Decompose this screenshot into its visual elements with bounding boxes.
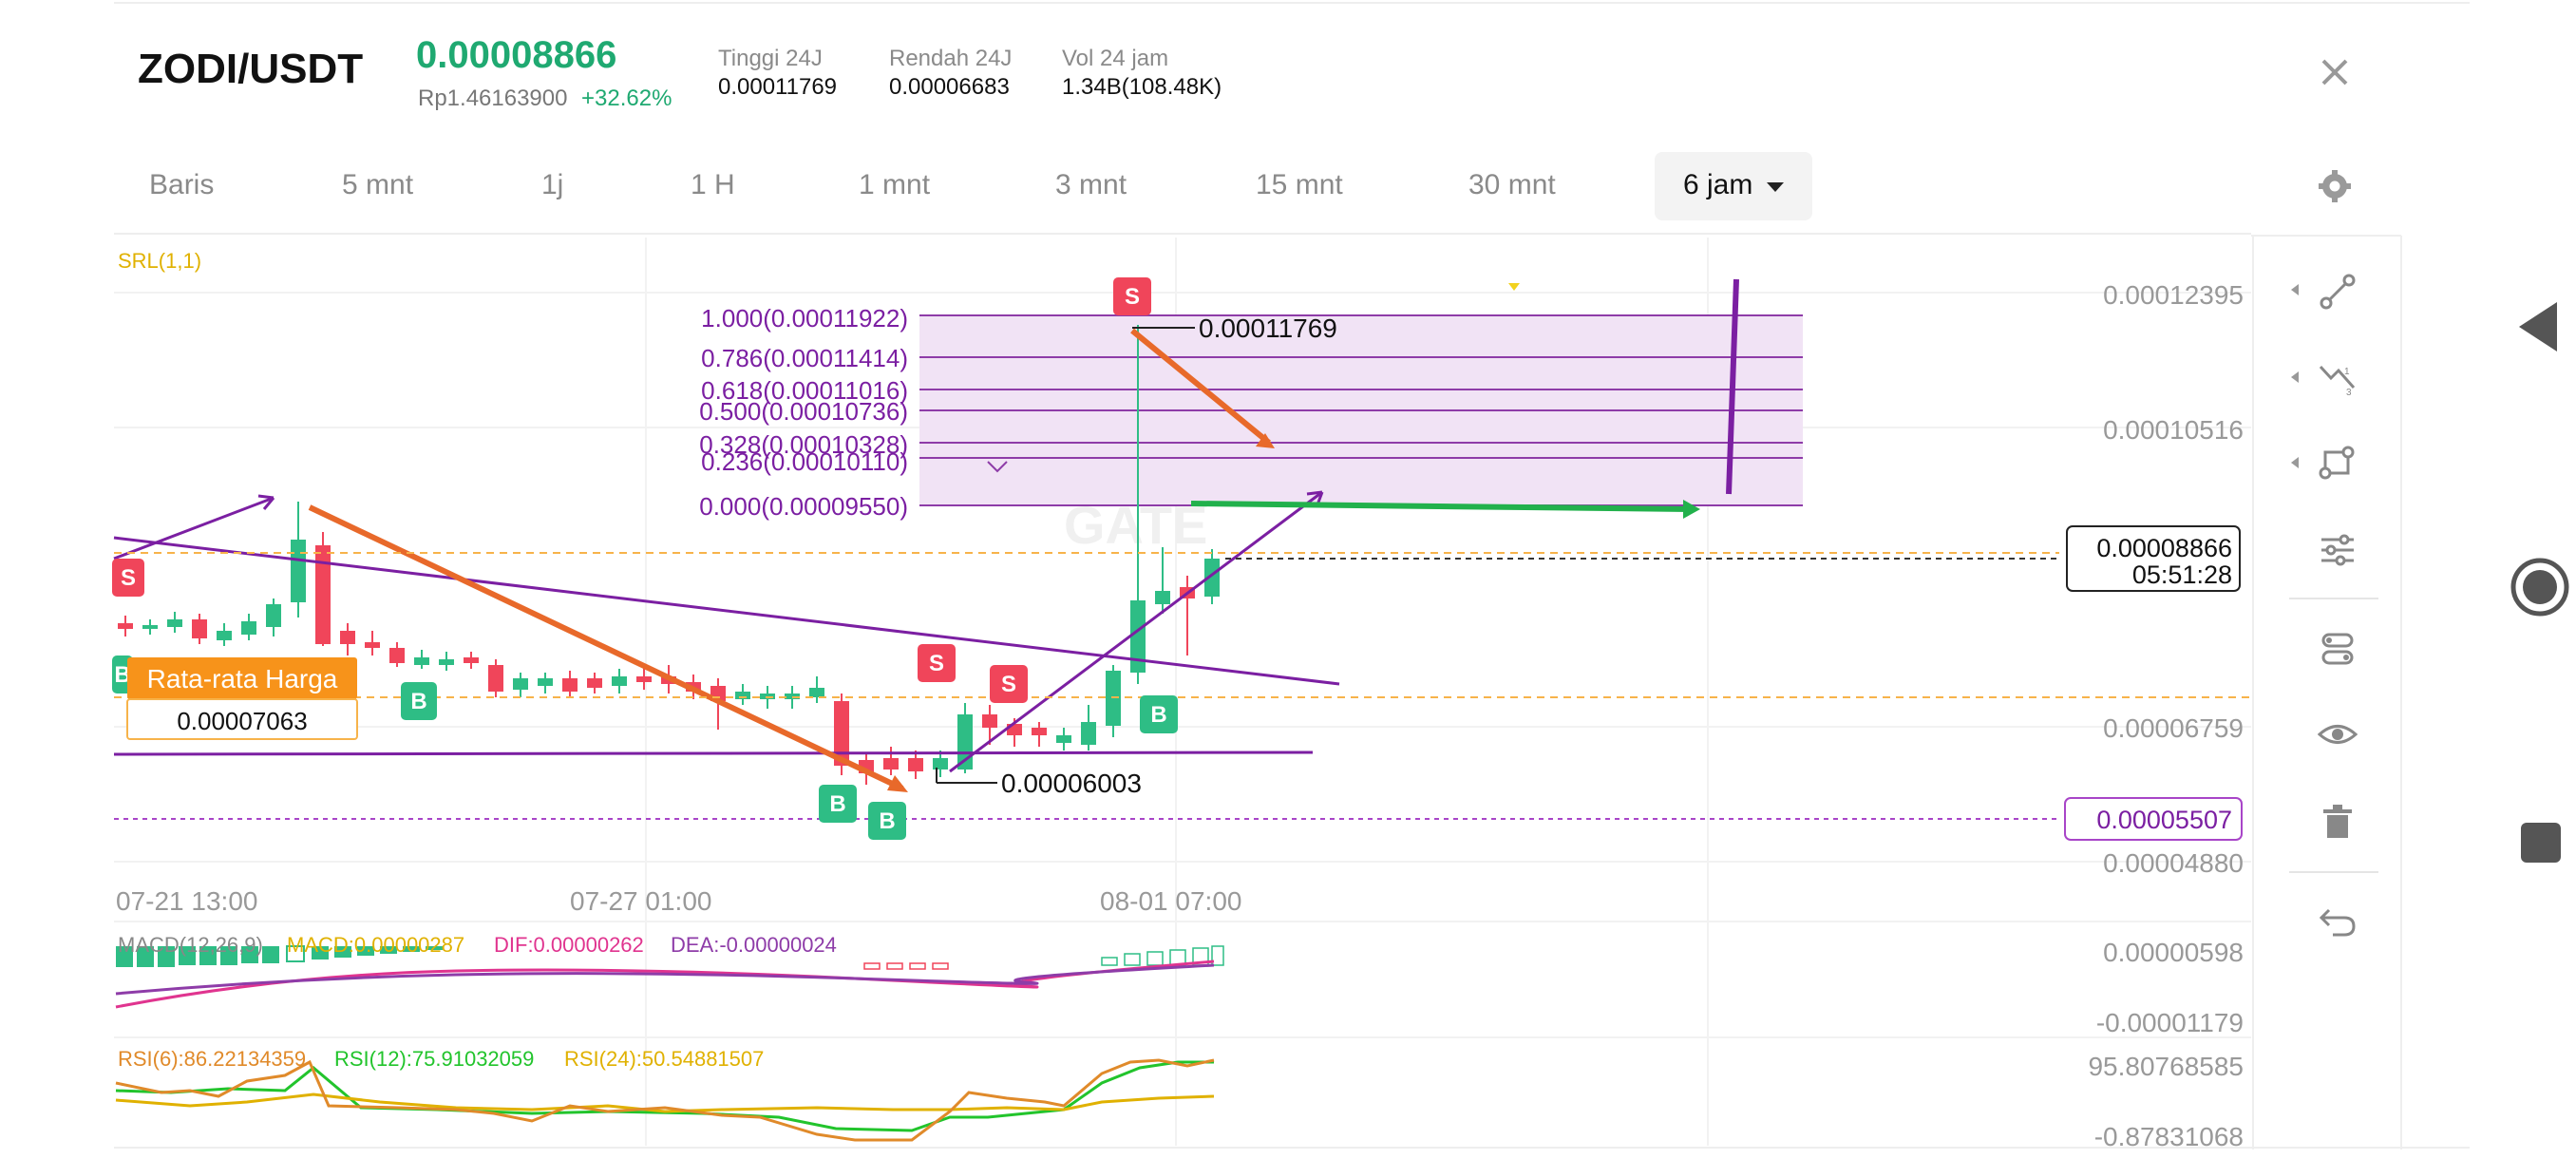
tab-6h-label: 6 jam (1683, 169, 1753, 200)
svg-text:B: B (114, 662, 130, 688)
caret-left-icon (2291, 457, 2299, 468)
trendline-descending[interactable] (113, 536, 1340, 686)
trash-icon[interactable] (2318, 802, 2358, 842)
back-icon[interactable] (2517, 300, 2559, 353)
vertical-marker-line[interactable] (1726, 278, 1739, 495)
tab-1m[interactable]: 1 mnt (859, 169, 931, 200)
caret-left-icon (2291, 284, 2299, 295)
current-price-box (2066, 525, 2241, 592)
candlesticks (118, 325, 1220, 785)
gear-icon[interactable] (2318, 169, 2352, 203)
rsi-axis-bottom: -0.87831068 (2094, 1122, 2244, 1151)
settings-tool-icon[interactable] (2318, 530, 2358, 570)
high-24h-value: 0.00011769 (718, 74, 838, 100)
orange-arrow-2[interactable] (1130, 328, 1271, 446)
high-price-marker: 0.00011769 (1199, 314, 1337, 343)
candle-countdown: 05:51:28 (2132, 560, 2232, 589)
recents-icon[interactable] (2519, 821, 2563, 864)
alert-price-box[interactable] (2064, 797, 2243, 841)
line-tool-icon[interactable] (2318, 272, 2358, 312)
price-axis-tick-1: 0.00012395 (2103, 280, 2244, 310)
orange-arrow-1[interactable] (308, 504, 904, 791)
tab-6h-dropdown[interactable] (1655, 152, 1812, 220)
fib-level-0328: 0.328(0.00010328) (699, 430, 908, 459)
macd-params: MACD(12,26,9) (118, 933, 263, 957)
tab-1day[interactable]: 1 H (691, 169, 735, 200)
rsi12-value: RSI(12):75.91032059 (334, 1047, 534, 1071)
chevron-down-icon (1767, 182, 1784, 192)
signal-badges: S B B B B S S S B (112, 277, 1178, 840)
svg-text:S: S (1125, 284, 1140, 310)
svg-text:1: 1 (2344, 367, 2350, 377)
low-price-marker: 0.00006003 (1001, 769, 1142, 798)
fib-level-1000: 1.000(0.00011922) (701, 304, 908, 332)
alert-price-value: 0.00005507 (2096, 806, 2232, 834)
svg-text:S: S (121, 565, 136, 591)
green-arrow[interactable] (1190, 501, 1692, 512)
svg-text:S: S (929, 651, 944, 676)
rsi6-value: RSI(6):86.22134359 (118, 1047, 306, 1071)
avg-price-label: Rata-rata Harga (147, 664, 338, 694)
price-axis-tick-2: 0.00010516 (2103, 415, 2244, 445)
tab-5m[interactable]: 5 mnt (342, 169, 414, 200)
shape-tool-icon[interactable] (2318, 443, 2358, 483)
layers-icon[interactable] (2318, 629, 2358, 669)
svg-text:B: B (879, 808, 895, 834)
caret-left-icon (2291, 371, 2299, 383)
low-24h-label: Rendah 24J (889, 46, 1013, 71)
rsi-axis-top: 95.80768585 (2088, 1052, 2244, 1081)
support-line[interactable] (113, 750, 1314, 756)
close-icon[interactable] (2308, 46, 2361, 99)
price-axis-tick-4: 0.00004880 (2103, 848, 2244, 878)
macd-histogram (116, 945, 1224, 970)
macd-dif: DIF:0.00000262 (494, 933, 644, 957)
macd-axis-top: 0.00000598 (2103, 938, 2244, 967)
macd-axis-bottom: -0.00001179 (2096, 1008, 2244, 1037)
trend-tool-icon[interactable]: 13 (2318, 357, 2358, 397)
current-price-value: 0.00008866 (2096, 534, 2232, 562)
pair-title: ZODI/USDT (138, 46, 364, 92)
tab-line[interactable]: Baris (149, 169, 215, 200)
price-axis-tick-3: 0.00006759 (2103, 713, 2244, 743)
tab-1h[interactable]: 1j (541, 169, 564, 200)
eye-icon[interactable] (2318, 714, 2358, 754)
idr-price: Rp1.46163900 (418, 86, 568, 111)
svg-text:B: B (410, 689, 426, 714)
tab-30m[interactable]: 30 mnt (1468, 169, 1556, 200)
time-axis-tick-1: 07-21 13:00 (116, 886, 257, 916)
high-24h-label: Tinggi 24J (718, 46, 823, 71)
macd-value: MACD:0.00000287 (287, 933, 464, 957)
svg-text:3: 3 (2346, 388, 2352, 397)
avg-price-value: 0.00007063 (177, 707, 307, 735)
home-icon[interactable] (2510, 557, 2570, 618)
undo-icon[interactable] (2318, 901, 2358, 940)
trendline-ascending[interactable] (949, 490, 1323, 773)
fib-level-0000: 0.000(0.00009550) (699, 492, 908, 521)
svg-text:S: S (1001, 672, 1016, 697)
low-24h-value: 0.00006683 (889, 74, 1010, 100)
rsi24-value: RSI(24):50.54881507 (564, 1047, 764, 1071)
vol-24h-value: 1.34B(108.48K) (1062, 74, 1222, 100)
fib-level-0236: 0.236(0.00010110) (701, 447, 908, 476)
last-price: 0.00008866 (416, 34, 617, 76)
time-axis-tick-3: 08-01 07:00 (1100, 886, 1241, 916)
time-axis-tick-2: 07-27 01:00 (570, 886, 711, 916)
vol-24h-label: Vol 24 jam (1062, 46, 1169, 71)
price-change: +32.62% (581, 86, 672, 111)
tab-15m[interactable]: 15 mnt (1256, 169, 1343, 200)
svg-text:B: B (829, 791, 845, 817)
tab-3m[interactable]: 3 mnt (1055, 169, 1127, 200)
fib-level-0786: 0.786(0.00011414) (701, 344, 908, 372)
fib-level-0618: 0.618(0.00011016) (701, 376, 908, 405)
fib-level-0500: 0.500(0.00010736) (699, 397, 908, 426)
svg-text:B: B (1150, 702, 1166, 728)
srl-indicator-label: SRL(1,1) (118, 249, 201, 273)
macd-dea: DEA:-0.00000024 (671, 933, 837, 957)
